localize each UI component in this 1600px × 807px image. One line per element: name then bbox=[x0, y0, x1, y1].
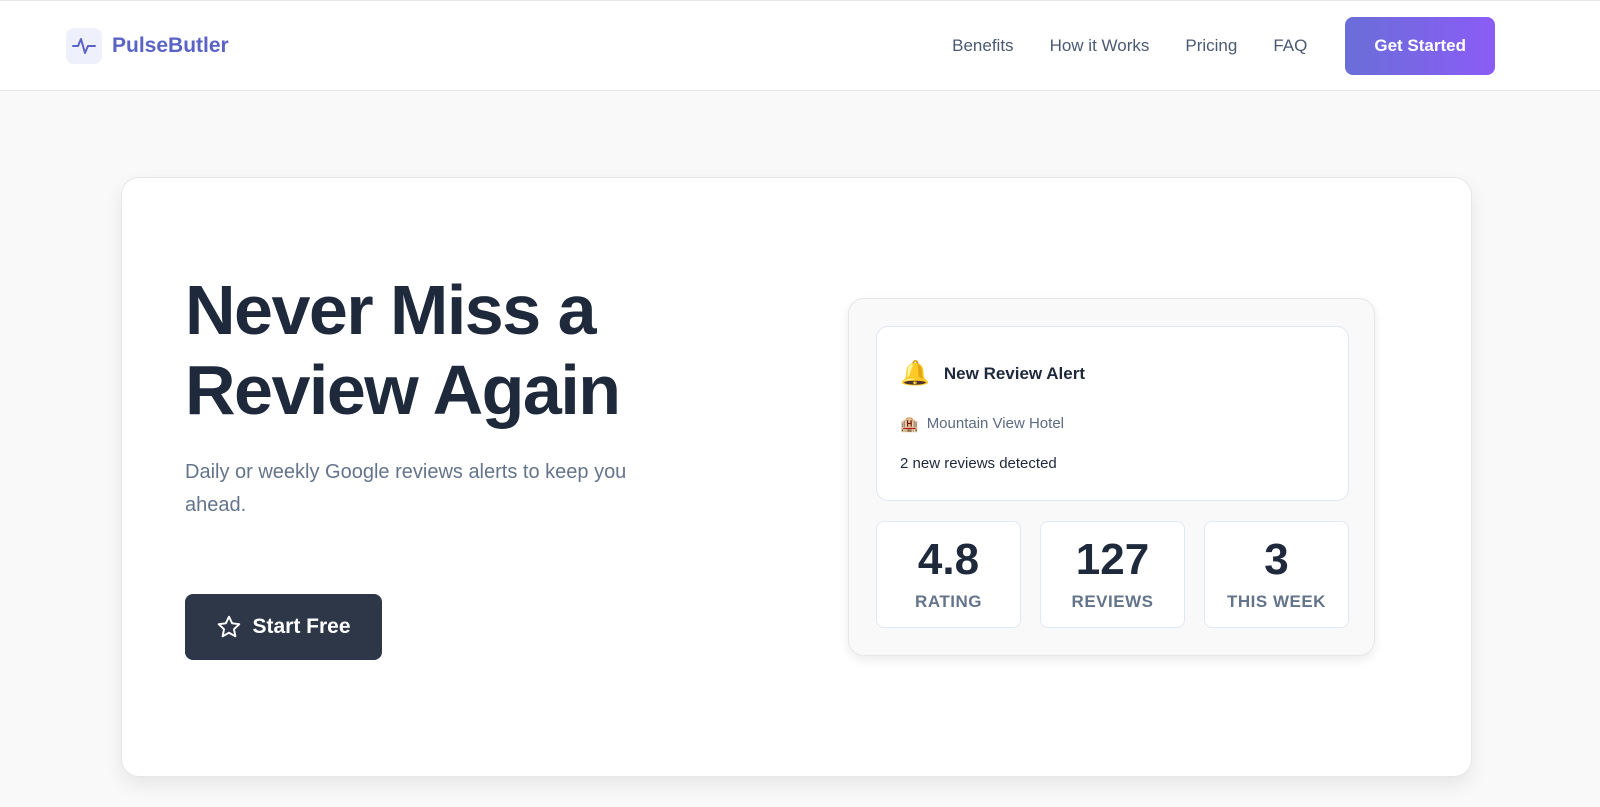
nav-link-faq[interactable]: FAQ bbox=[1273, 35, 1308, 55]
hero-title-line1: Never Miss a bbox=[185, 271, 597, 349]
bell-icon: 🔔 bbox=[900, 360, 930, 387]
start-free-button[interactable]: Start Free bbox=[185, 594, 382, 660]
stat-label: REVIEWS bbox=[1071, 592, 1154, 611]
stat-rating: 4.8 RATING bbox=[876, 521, 1021, 628]
logo[interactable]: PulseButler bbox=[66, 27, 229, 64]
hero-card: Never Miss a Review Again Daily or weekly… bbox=[121, 177, 1472, 777]
nav-link-benefits[interactable]: Benefits bbox=[952, 35, 1014, 55]
get-started-button[interactable]: Get Started bbox=[1345, 16, 1495, 75]
stat-value: 3 bbox=[1264, 535, 1289, 584]
stat-value: 127 bbox=[1075, 535, 1150, 584]
star-icon bbox=[218, 615, 241, 638]
hero-subtitle: Daily or weekly Google reviews alerts to… bbox=[185, 461, 627, 516]
hotel-icon: 🏨 bbox=[900, 416, 919, 433]
hero-title-line2: Review Again bbox=[185, 351, 621, 429]
pulse-icon bbox=[66, 27, 102, 64]
stat-this-week: 3 THIS WEEK bbox=[1204, 521, 1349, 628]
alert-title: New Review Alert bbox=[943, 363, 1085, 383]
preview-panel: 🔔 New Review Alert 🏨 Mountain View Hotel… bbox=[848, 298, 1375, 656]
start-free-label: Start Free bbox=[252, 615, 351, 638]
new-reviews-count: 2 new reviews detected bbox=[900, 455, 1057, 472]
stat-value: 4.8 bbox=[917, 535, 980, 584]
nav-link-pricing[interactable]: Pricing bbox=[1185, 35, 1238, 55]
stat-label: THIS WEEK bbox=[1227, 592, 1326, 611]
stat-label: RATING bbox=[915, 592, 982, 611]
top-nav: PulseButler Benefits How it Works Pricin… bbox=[0, 0, 1600, 91]
hero-title: Never Miss a Review Again bbox=[185, 270, 621, 430]
brand-name: PulseButler bbox=[112, 33, 229, 57]
nav-link-how-it-works[interactable]: How it Works bbox=[1049, 35, 1150, 55]
stat-reviews: 127 REVIEWS bbox=[1040, 521, 1185, 628]
hotel-name: Mountain View Hotel bbox=[926, 415, 1064, 432]
review-alert-card: 🔔 New Review Alert 🏨 Mountain View Hotel… bbox=[876, 326, 1349, 501]
